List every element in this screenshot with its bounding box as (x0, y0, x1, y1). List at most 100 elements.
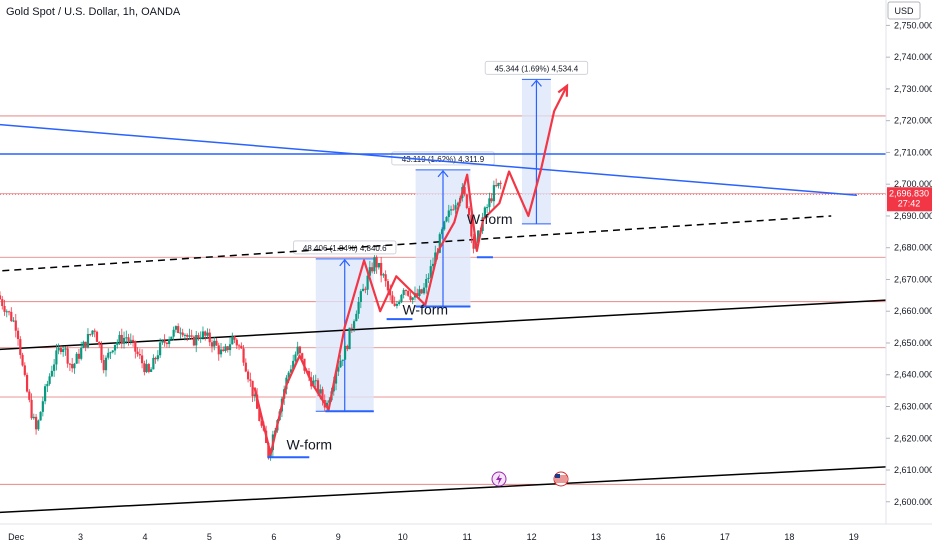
candle-body (341, 359, 344, 361)
candle-body (30, 399, 33, 419)
time-axis-ticks: Dec 3 4 5 6 9 10 11 12 13 16 17 18 19 (8, 532, 859, 542)
candle-body (197, 335, 200, 339)
candle-body (129, 339, 132, 341)
candle-body (217, 345, 220, 355)
candle-body (179, 332, 182, 334)
y-tick-label: 2,650.000 (894, 338, 932, 348)
candle-body (77, 353, 81, 359)
candle-body (402, 290, 405, 296)
candle-body (416, 293, 419, 296)
x-tick-label: 13 (591, 532, 601, 542)
candle-body (289, 369, 293, 373)
candle-body (407, 290, 410, 296)
candle-body (21, 354, 24, 366)
candle-body (346, 345, 349, 350)
candle-body (228, 344, 232, 351)
candle-body (467, 208, 471, 215)
candle-body (267, 442, 270, 458)
candle-body (50, 370, 53, 377)
candle-body (152, 357, 155, 370)
candle-body (111, 350, 114, 353)
candle-body (0, 295, 2, 300)
y-tick-label: 2,710.000 (894, 147, 932, 157)
candle-body (122, 337, 126, 344)
candle-body (233, 336, 236, 340)
candle-body (389, 290, 392, 296)
candle-body (140, 355, 144, 364)
candle-body (359, 291, 362, 302)
candle-body (14, 320, 17, 331)
x-tick-label: Dec (8, 532, 25, 542)
candle-body (380, 262, 383, 276)
candle-body (222, 349, 225, 352)
candle-body (316, 380, 320, 394)
candle-body (34, 416, 38, 430)
currency-button[interactable] (887, 1, 921, 20)
candle-body (465, 194, 468, 209)
candle-body (470, 214, 473, 237)
candle-body (456, 203, 459, 206)
candle-body (120, 334, 123, 344)
candle-body (483, 207, 486, 218)
candle-body (186, 334, 189, 337)
candle-body (486, 207, 489, 209)
candle-body (366, 275, 369, 290)
candle-body (398, 302, 401, 304)
candle-body (210, 342, 214, 347)
candle-body (113, 344, 117, 351)
candle-body (499, 182, 502, 184)
candle-body (161, 340, 164, 343)
candle-body (497, 182, 500, 187)
candle-body (59, 347, 62, 352)
x-tick-label: 17 (720, 532, 730, 542)
candle-body (449, 209, 453, 211)
candle-body (102, 360, 105, 371)
w-pattern-path (253, 83, 569, 456)
candle-body (156, 355, 159, 360)
y-tick-label: 2,720.000 (894, 116, 932, 126)
candle-body (25, 374, 29, 392)
measure-label: 45.344 (1.69%) 4,534.4 (495, 64, 579, 73)
candle-body (190, 335, 193, 337)
candle-body (154, 357, 157, 360)
x-tick-label: 18 (784, 532, 794, 542)
x-tick-label: 5 (207, 532, 212, 542)
candle-body (37, 420, 40, 430)
candle-body (364, 288, 367, 290)
event-icons (491, 471, 569, 487)
candle-body (163, 340, 166, 343)
y-tick-label: 2,680.000 (894, 243, 932, 253)
candle-body (183, 334, 187, 336)
candle-body (294, 354, 297, 361)
us-flag-icon (553, 471, 569, 487)
x-tick-label: 11 (462, 532, 471, 542)
y-tick-label: 2,630.000 (894, 401, 932, 411)
candle-body (495, 185, 498, 187)
candle-body (100, 344, 103, 361)
candle-body (41, 401, 44, 412)
candle-body (321, 389, 324, 400)
candle-body (339, 360, 342, 368)
candle-body (258, 408, 261, 421)
x-tick-label: 10 (398, 532, 408, 542)
candle-body (172, 329, 175, 337)
x-tick-label: 6 (271, 532, 276, 542)
y-tick-label: 2,750.000 (894, 20, 932, 30)
candle-body (447, 210, 450, 218)
candle-body (89, 334, 92, 336)
y-tick-label: 2,610.000 (894, 465, 932, 475)
candle-body (145, 364, 148, 373)
y-tick-label: 2,640.000 (894, 370, 932, 380)
chart-title: Gold Spot / U.S. Dollar, 1h, OANDA (6, 6, 181, 18)
candle-body (82, 341, 85, 348)
y-tick-label: 2,730.000 (894, 84, 932, 94)
candle-body (488, 198, 491, 208)
candle-body (116, 342, 119, 345)
candle-body (213, 340, 216, 347)
candle-body (443, 221, 446, 230)
candle-body (350, 327, 353, 329)
candle-body (337, 367, 340, 372)
trendline-resistance-descending (0, 123, 858, 197)
candle-body (319, 389, 322, 394)
